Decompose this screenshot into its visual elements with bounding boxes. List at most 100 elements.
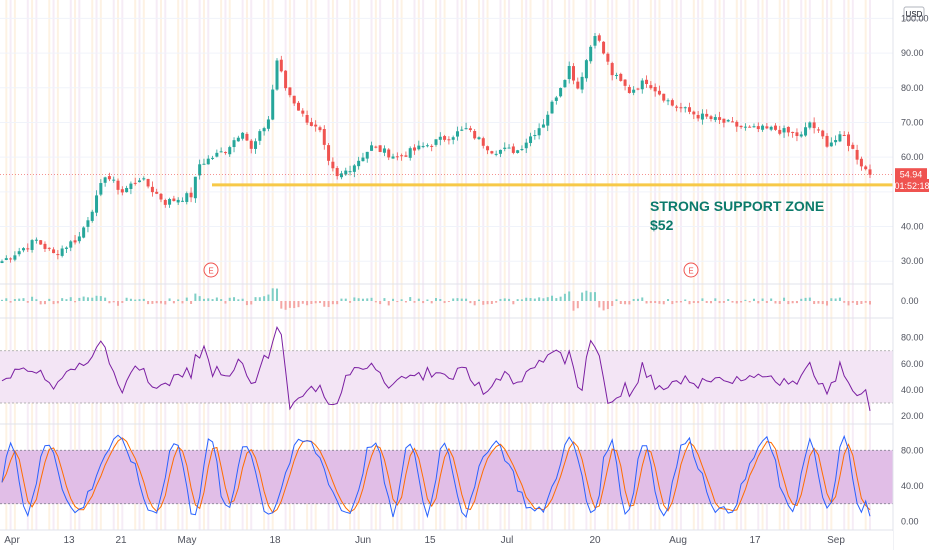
candle	[17, 247, 21, 257]
volume-bar	[112, 301, 115, 303]
candle	[653, 83, 657, 97]
candle	[477, 136, 481, 140]
candle	[193, 176, 197, 203]
volume-bar	[263, 296, 266, 301]
earnings-marker-2[interactable]: E	[683, 262, 699, 278]
volume-bar	[379, 301, 382, 305]
volume-bar	[649, 301, 652, 304]
candle	[847, 131, 851, 152]
candle	[215, 149, 219, 158]
price-tick-label: 80.00	[901, 83, 924, 93]
volume-bar	[13, 299, 16, 301]
candle	[688, 102, 692, 115]
volume-bar	[82, 296, 85, 301]
volume-bar	[808, 297, 811, 301]
volume-bar	[129, 298, 132, 301]
candle	[735, 120, 739, 132]
volume-bar	[482, 301, 485, 305]
volume-bar	[697, 301, 700, 304]
rsi-pane[interactable]	[0, 325, 893, 411]
candle	[584, 59, 588, 82]
volume-bar	[198, 296, 201, 301]
volume-bar	[778, 301, 781, 304]
currency-badge[interactable]: USD	[903, 6, 925, 21]
volume-bar	[392, 298, 395, 301]
candle	[116, 178, 120, 195]
candle	[838, 130, 842, 143]
volume-bar	[61, 298, 64, 301]
candle	[498, 149, 502, 158]
candle	[632, 86, 636, 96]
candle	[464, 122, 468, 130]
volume-bar	[69, 297, 72, 301]
volume-bar	[503, 298, 506, 301]
volume-pane[interactable]	[1, 288, 871, 311]
volume-bar	[581, 292, 584, 301]
candle	[447, 136, 451, 145]
candle	[421, 142, 425, 149]
volume-bar	[95, 295, 98, 301]
volume-bar	[288, 301, 291, 308]
price-scale[interactable]: USD 100.00 90.00 80.00 70.00 60.00 40.00 30.00…	[892, 0, 932, 550]
volume-bar	[151, 301, 154, 304]
candle	[481, 136, 485, 149]
candle	[348, 165, 352, 176]
volume-bar	[572, 301, 575, 311]
volume-bar	[722, 301, 725, 303]
candle	[829, 137, 833, 147]
candle	[786, 126, 790, 137]
volume-bar	[147, 301, 150, 305]
candle	[138, 178, 142, 183]
volume-bar	[740, 301, 743, 303]
earnings-marker-1[interactable]: E	[203, 262, 219, 278]
candle	[438, 132, 442, 146]
volume-bar	[495, 301, 498, 303]
time-tick-label: Sep	[827, 535, 845, 546]
price-pane[interactable]: STRONG SUPPORT ZONE $52 E E	[0, 17, 893, 278]
candle	[352, 164, 356, 178]
candle	[567, 61, 571, 84]
candle	[778, 125, 782, 136]
candle	[391, 153, 395, 159]
volume-bar	[684, 299, 687, 301]
volume-bar	[645, 301, 648, 304]
candle	[331, 157, 335, 172]
candle	[821, 129, 825, 140]
volume-bar	[366, 298, 369, 301]
volume-bar	[624, 301, 627, 305]
candle	[39, 240, 43, 245]
volume-bar	[804, 297, 807, 301]
volume-bar	[765, 301, 768, 303]
candle	[761, 124, 765, 132]
volume-bar	[233, 297, 236, 301]
candle	[675, 104, 679, 112]
volume-bar	[585, 290, 588, 301]
volume-bar	[679, 301, 682, 303]
candle	[825, 133, 829, 148]
candle	[524, 138, 528, 154]
candle	[198, 159, 202, 180]
volume-bar	[271, 288, 274, 301]
volume-bar	[138, 299, 141, 301]
volume-bar	[190, 301, 193, 304]
candle	[417, 140, 421, 151]
candle	[86, 217, 90, 233]
volume-bar	[417, 298, 420, 301]
volume-bar	[276, 288, 279, 301]
volume-bar	[370, 297, 373, 301]
annotation-line-2: $52	[650, 217, 674, 233]
time-axis[interactable]: Apr 13 21 May 18 Jun 15 Jul 20 Aug 17 Sep	[0, 531, 893, 550]
candle	[503, 142, 507, 152]
candle	[404, 151, 408, 157]
candle	[99, 179, 103, 197]
candle	[245, 132, 249, 142]
candle	[43, 241, 47, 253]
svg-text:USD: USD	[906, 10, 923, 19]
volume-bar	[241, 298, 244, 301]
candle	[64, 246, 68, 253]
stochastic-pane[interactable]	[0, 434, 893, 519]
candle	[580, 72, 584, 94]
rsi-tick-label: 40.00	[901, 385, 924, 395]
volume-bar	[727, 299, 730, 301]
volume-bar	[718, 301, 721, 304]
